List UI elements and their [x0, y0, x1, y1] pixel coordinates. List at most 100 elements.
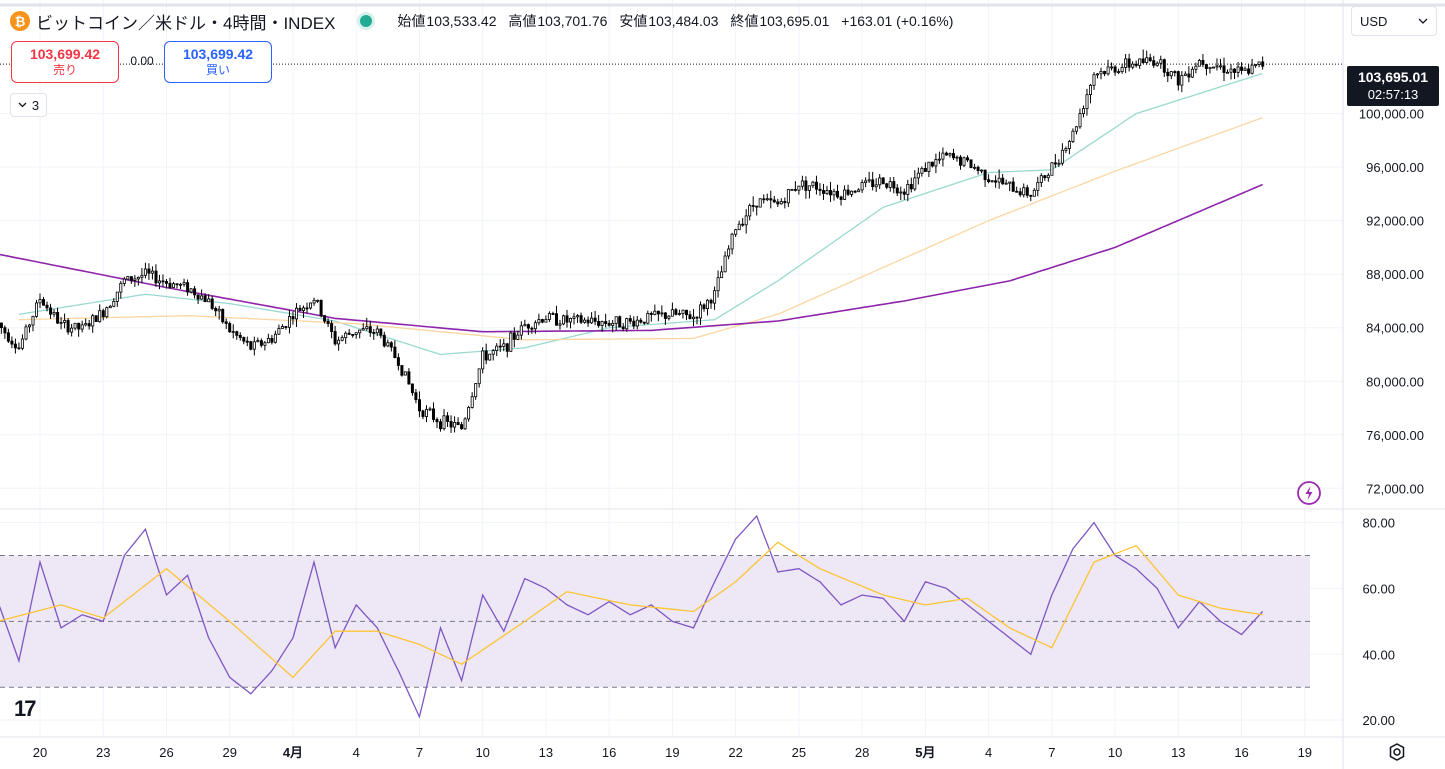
candle-body: [909, 183, 913, 190]
tradingview-logo-icon[interactable]: 17: [14, 696, 37, 721]
candle-body: [604, 321, 608, 324]
price-axis[interactable]: 100,000.00 96,000.00 92,000.00 88,000.00 84,…: [1359, 107, 1424, 497]
candle: [769, 190, 773, 209]
candle-body: [558, 323, 562, 326]
candle: [1064, 146, 1068, 154]
candle: [150, 266, 154, 280]
candle: [509, 330, 513, 352]
candle: [1152, 55, 1156, 68]
candle: [263, 340, 267, 351]
candle-body: [815, 181, 819, 190]
candle-body: [670, 309, 674, 317]
candle: [505, 342, 509, 358]
candle-body: [1113, 66, 1117, 73]
candle: [259, 338, 263, 348]
candle-body: [758, 198, 762, 208]
candle-body: [737, 223, 741, 231]
candle: [207, 294, 211, 303]
candle-body: [358, 329, 362, 334]
candle-body: [108, 305, 112, 309]
candle-body: [663, 312, 667, 319]
candle: [389, 341, 393, 352]
candle-body: [319, 299, 323, 316]
candle-body: [73, 322, 77, 329]
candle: [446, 412, 450, 427]
candle: [888, 177, 892, 192]
candle: [1120, 63, 1124, 74]
time-axis[interactable]: 20 23 26 29 4月 4 7 10 13 16 19 22 25 28 5月 4 7 10 13 16 19: [33, 745, 1312, 760]
bitcoin-icon[interactable]: ₿: [10, 11, 30, 31]
candle-body: [618, 316, 622, 328]
sell-button[interactable]: 103,699.42 売り: [11, 41, 119, 83]
candle: [463, 417, 467, 430]
candle: [607, 320, 611, 327]
candle-body: [1141, 58, 1145, 64]
candle: [1159, 55, 1163, 69]
candle-body: [656, 310, 660, 315]
candle-body: [294, 307, 298, 320]
candle-body: [523, 324, 527, 327]
candle-body: [895, 187, 899, 194]
candle: [203, 293, 207, 303]
lightning-icon[interactable]: [1296, 480, 1322, 506]
gear-icon[interactable]: [1386, 741, 1408, 763]
candle-body: [431, 408, 435, 420]
candle: [920, 166, 924, 177]
candle: [551, 311, 555, 315]
candle: [966, 155, 970, 163]
candle: [1219, 58, 1223, 70]
rsi-axis[interactable]: 80.00 60.00 40.00 20.00: [1362, 516, 1395, 729]
candle-body: [56, 311, 60, 324]
candle-body: [516, 334, 520, 340]
candle: [143, 262, 147, 279]
candle-body: [347, 332, 351, 335]
candle: [804, 176, 808, 199]
time-axis-label: 26: [159, 745, 173, 760]
time-axis-label: 7: [416, 745, 423, 760]
candle-body: [340, 337, 344, 341]
time-axis-label: 5月: [915, 745, 935, 760]
candle-body: [221, 308, 225, 323]
last-price-tag: 103,695.01 02:57:13: [1347, 66, 1439, 106]
indicators-toggle-button[interactable]: 3: [10, 93, 47, 117]
candle: [660, 305, 664, 317]
candle: [909, 177, 913, 193]
candle-body: [351, 333, 355, 336]
candle-body: [583, 319, 587, 323]
candle-body: [660, 312, 664, 315]
currency-selector[interactable]: USD: [1351, 6, 1437, 36]
candle-body: [934, 159, 938, 167]
candle: [333, 325, 337, 346]
candle-body: [1103, 71, 1107, 75]
candle-body: [277, 328, 281, 335]
candle-body: [105, 307, 109, 318]
candle: [1117, 68, 1121, 75]
buy-button[interactable]: 103,699.42 買い: [164, 41, 272, 83]
candle-body: [157, 280, 161, 284]
candle: [653, 304, 657, 316]
candle: [351, 333, 355, 338]
ohlc-readout: 始値103,533.42 高値103,701.76 安値103,484.03 終…: [397, 11, 961, 31]
candle-body: [6, 332, 10, 342]
candle-body: [1043, 175, 1047, 179]
candle-body: [748, 205, 752, 217]
rsi-axis-label: 40.00: [1362, 647, 1395, 662]
candle: [56, 307, 60, 324]
candle-body: [410, 383, 414, 394]
candle-body: [1201, 60, 1205, 65]
market-status-dot[interactable]: [357, 12, 376, 30]
candle-body: [488, 353, 492, 361]
candle: [287, 309, 291, 334]
candle-body: [818, 188, 822, 191]
candle: [755, 205, 759, 216]
candle-body: [555, 313, 559, 326]
candle: [1138, 58, 1142, 69]
candle-body: [829, 190, 833, 196]
candle: [765, 193, 769, 202]
symbol-title[interactable]: ビットコイン／米ドル・4時間・INDEX: [36, 13, 336, 33]
candle-body: [519, 325, 523, 336]
candle: [1099, 67, 1103, 80]
candle-body: [709, 299, 713, 304]
